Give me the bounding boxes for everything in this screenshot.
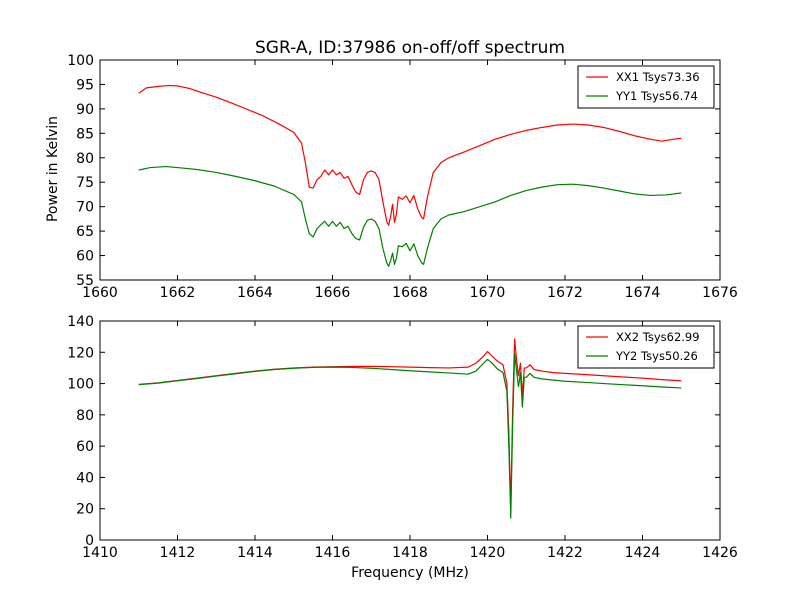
chart-title: SGR-A, ID:37986 on-off/off spectrum <box>255 38 565 58</box>
x-tick-label: 1416 <box>315 545 351 561</box>
x-tick-label: 1666 <box>315 285 351 301</box>
legend-box <box>577 65 715 109</box>
x-tick-label: 1420 <box>470 545 506 561</box>
y-tick-label: 75 <box>76 175 94 191</box>
y-tick-label: 100 <box>67 53 94 69</box>
x-tick-label: 1664 <box>237 285 273 301</box>
legend-label: YY2 Tsys50.26 <box>615 349 698 363</box>
series-line-red <box>138 84 682 226</box>
x-tick-label: 1410 <box>82 545 118 561</box>
x-tick-label: 1670 <box>470 285 506 301</box>
x-tick-label: 1422 <box>547 545 583 561</box>
x-tick-label: 1412 <box>160 545 196 561</box>
x-tick-label: 1426 <box>702 545 738 561</box>
y-tick-label: 90 <box>76 102 94 118</box>
y-tick-label: 70 <box>76 200 94 216</box>
x-tick-label: 1424 <box>625 545 661 561</box>
y-tick-label: 55 <box>76 273 94 289</box>
series-line-green <box>138 353 682 519</box>
legend: XX1 Tsys73.36 YY1 Tsys56.74 <box>577 65 715 109</box>
legend-label: YY1 Tsys56.74 <box>615 89 698 103</box>
x-axis-label: Frequency (MHz) <box>351 565 469 581</box>
y-tick-label: 40 <box>76 470 94 486</box>
y-tick-label: 0 <box>85 533 94 549</box>
series-group <box>138 84 682 267</box>
y-tick-label: 120 <box>67 345 94 361</box>
x-tick-label: 1676 <box>702 285 738 301</box>
legend-label: XX1 Tsys73.36 <box>616 70 700 84</box>
legend-label: XX2 Tsys62.99 <box>616 330 700 344</box>
x-tick-label: 1674 <box>625 285 661 301</box>
legend-box <box>577 325 715 369</box>
y-tick-label: 140 <box>67 314 94 330</box>
series-group <box>138 338 682 519</box>
y-tick-label: 85 <box>76 126 94 142</box>
chart-panel-top: 1660 1662 1664 1666 1668 1670 1672 1674 1676 55 60… <box>67 53 738 301</box>
y-tick-label: 95 <box>76 77 94 93</box>
x-tick-label: 1418 <box>392 545 428 561</box>
y-tick-label: 80 <box>76 408 94 424</box>
legend: XX2 Tsys62.99 YY2 Tsys50.26 <box>577 325 715 369</box>
y-tick-label: 60 <box>76 249 94 265</box>
y-tick-label: 20 <box>76 502 94 518</box>
x-tick-label: 1668 <box>392 285 428 301</box>
y-tick-label: 65 <box>76 224 94 240</box>
chart-panel-bottom: 1410 1412 1414 1416 1418 1420 1422 1424 1426 0 20 4… <box>67 314 738 561</box>
x-tick-label: 1660 <box>82 285 118 301</box>
y-tick-label: 60 <box>76 439 94 455</box>
y-tick-label: 100 <box>67 377 94 393</box>
y-axis-label: Power in Kelvin <box>45 116 61 222</box>
y-tick-label: 80 <box>76 151 94 167</box>
series-line-green <box>138 165 682 267</box>
x-tick-label: 1662 <box>160 285 196 301</box>
x-tick-label: 1414 <box>237 545 273 561</box>
x-tick-label: 1672 <box>547 285 583 301</box>
